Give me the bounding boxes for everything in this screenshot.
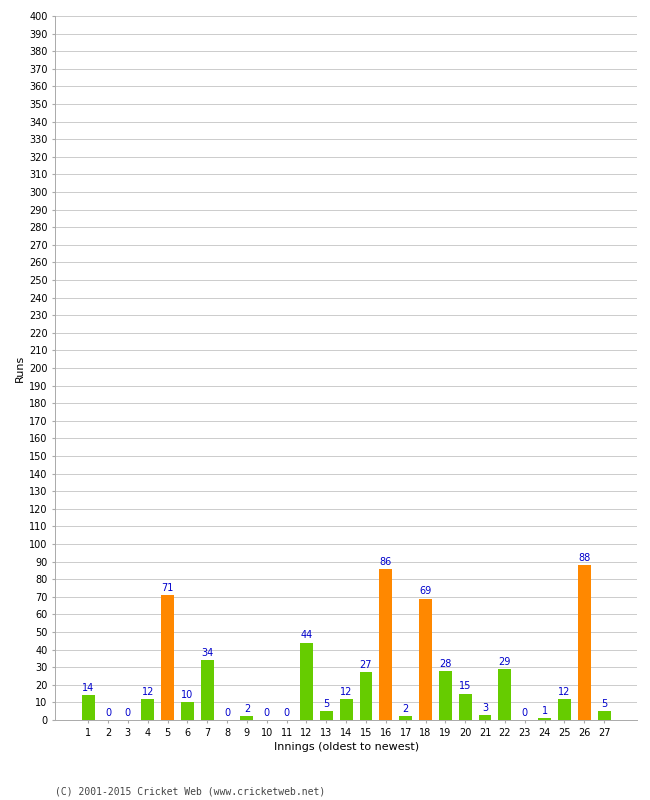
Text: 10: 10 [181,690,194,700]
Bar [597,711,610,720]
Text: 15: 15 [459,682,471,691]
Text: 12: 12 [340,686,352,697]
Text: 2: 2 [244,704,250,714]
Text: 14: 14 [82,683,94,694]
Text: 2: 2 [402,704,409,714]
Text: 1: 1 [541,706,548,716]
Text: 0: 0 [105,708,111,718]
Bar [161,595,174,720]
Text: 0: 0 [264,708,270,718]
Bar [419,598,432,720]
Y-axis label: Runs: Runs [15,354,25,382]
Bar [82,695,95,720]
Bar [499,669,512,720]
Text: 28: 28 [439,658,452,669]
Text: 71: 71 [161,583,174,593]
Bar [340,699,352,720]
Bar [300,642,313,720]
Bar [181,702,194,720]
Text: 0: 0 [283,708,290,718]
Text: 86: 86 [380,557,392,566]
Text: 3: 3 [482,702,488,713]
Bar [141,699,154,720]
Text: 0: 0 [125,708,131,718]
Text: 27: 27 [359,660,372,670]
Text: 12: 12 [558,686,571,697]
Text: 0: 0 [522,708,528,718]
Text: 0: 0 [224,708,230,718]
Bar [478,714,491,720]
Bar [399,717,412,720]
Text: (C) 2001-2015 Cricket Web (www.cricketweb.net): (C) 2001-2015 Cricket Web (www.cricketwe… [55,786,326,796]
Text: 5: 5 [601,699,607,709]
Text: 44: 44 [300,630,313,641]
X-axis label: Innings (oldest to newest): Innings (oldest to newest) [274,742,419,752]
Text: 88: 88 [578,553,590,563]
Text: 69: 69 [419,586,432,597]
Bar [459,694,472,720]
Bar [439,670,452,720]
Bar [538,718,551,720]
Text: 5: 5 [323,699,330,709]
Bar [359,673,372,720]
Bar [240,717,254,720]
Bar [320,711,333,720]
Bar [578,565,591,720]
Text: 34: 34 [201,648,213,658]
Text: 29: 29 [499,657,511,667]
Bar [201,660,214,720]
Bar [558,699,571,720]
Text: 12: 12 [142,686,154,697]
Bar [380,569,392,720]
